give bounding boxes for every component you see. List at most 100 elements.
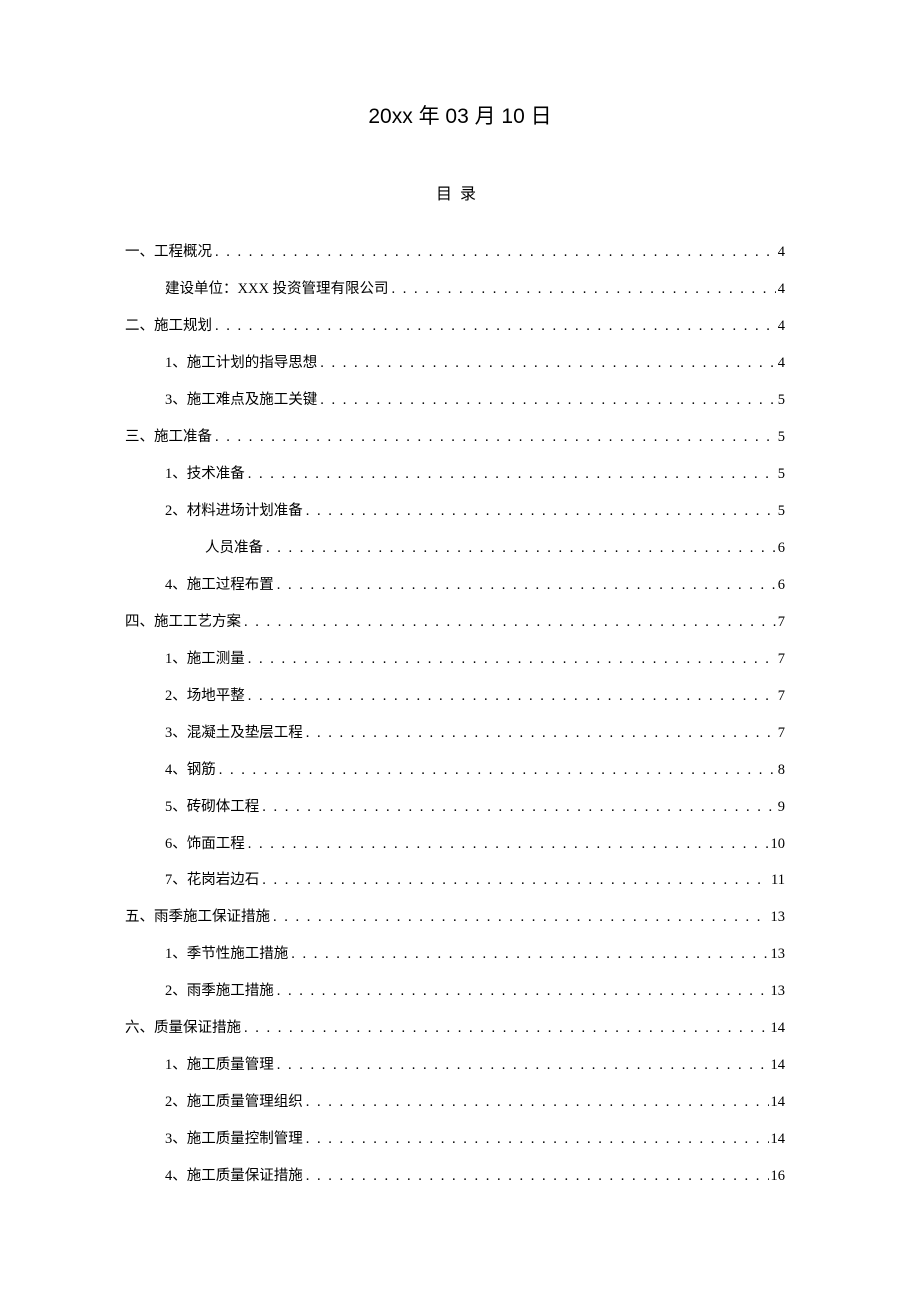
toc-entry: 建设单位：XXX 投资管理有限公司4 xyxy=(125,271,785,308)
toc-entry-label: 3、施工难点及施工关键 xyxy=(165,382,317,419)
toc-title: 目录 xyxy=(0,180,920,234)
toc-entry-page: 14 xyxy=(769,1010,786,1047)
toc-dots xyxy=(274,567,776,604)
toc-dots xyxy=(303,1121,769,1158)
toc-dots xyxy=(303,1084,769,1121)
toc-entry-page: 6 xyxy=(776,530,785,567)
toc-dots xyxy=(241,1010,769,1047)
toc-entry: 5、砖砌体工程 9 xyxy=(125,789,785,826)
toc-entry-page: 4 xyxy=(776,234,785,271)
toc-entry-label: 2、材料进场计划准备 xyxy=(165,493,303,530)
toc-entry-page: 9 xyxy=(776,789,785,826)
toc-entry-page: 14 xyxy=(769,1047,786,1084)
toc-entry-label: 4、施工质量保证措施 xyxy=(165,1158,303,1195)
toc-entry: 1、施工质量管理 14 xyxy=(125,1047,785,1084)
toc-entry-page: 5 xyxy=(776,456,785,493)
toc-entry-page: 7 xyxy=(776,604,785,641)
toc-dots xyxy=(245,826,769,863)
toc-dots xyxy=(245,641,776,678)
toc-entry-page: 11 xyxy=(769,862,785,899)
toc-entry-label: 7、花岗岩边石 xyxy=(165,862,259,899)
toc-entry-page: 14 xyxy=(769,1084,786,1121)
toc-entry-page: 10 xyxy=(769,826,786,863)
toc-entry: 6、饰面工程 10 xyxy=(125,826,785,863)
toc-entry-page: 5 xyxy=(776,419,785,456)
toc-entry-page: 14 xyxy=(769,1121,786,1158)
toc-entry: 2、场地平整 7 xyxy=(125,678,785,715)
toc-entry: 1、季节性施工措施 13 xyxy=(125,936,785,973)
toc-entry: 1、施工计划的指导思想 4 xyxy=(125,345,785,382)
toc-entry-page: 7 xyxy=(776,678,785,715)
toc-entry-page: 4 xyxy=(776,345,785,382)
toc-entry-page: 4 xyxy=(776,308,785,345)
toc-entry: 2、施工质量管理组织 14 xyxy=(125,1084,785,1121)
toc-entry: 1、施工测量 7 xyxy=(125,641,785,678)
toc-dots xyxy=(288,936,768,973)
toc-entry-page: 13 xyxy=(769,936,786,973)
toc-entry: 3、施工难点及施工关键 5 xyxy=(125,382,785,419)
toc-dots xyxy=(259,862,769,899)
toc-entry-label: 5、砖砌体工程 xyxy=(165,789,259,826)
toc-dots xyxy=(274,1047,769,1084)
toc-dots xyxy=(274,973,769,1010)
toc-dots xyxy=(303,493,776,530)
toc-entry-label: 1、季节性施工措施 xyxy=(165,936,288,973)
toc-dots xyxy=(317,382,776,419)
toc-entry: 4、施工质量保证措施 16 xyxy=(125,1158,785,1195)
toc-dots xyxy=(212,234,776,271)
toc-entry-label: 五、雨季施工保证措施 xyxy=(125,899,270,936)
toc-entry: 人员准备 6 xyxy=(125,530,785,567)
toc-entry-label: 1、施工质量管理 xyxy=(165,1047,274,1084)
toc-entry: 六、质量保证措施14 xyxy=(125,1010,785,1047)
toc-entry-page: 6 xyxy=(776,567,785,604)
toc-entry-label: 1、技术准备 xyxy=(165,456,245,493)
toc-dots xyxy=(241,604,776,641)
toc-dots xyxy=(245,678,776,715)
toc-dots xyxy=(212,308,776,345)
toc-entry: 4、施工过程布置6 xyxy=(125,567,785,604)
toc-entry-label: 2、雨季施工措施 xyxy=(165,973,274,1010)
toc-entry: 4、钢筋 8 xyxy=(125,752,785,789)
toc-entry-label: 一、工程概况 xyxy=(125,234,212,271)
toc-entry-page: 16 xyxy=(769,1158,786,1195)
toc-entry: 3、混凝土及垫层工程7 xyxy=(125,715,785,752)
toc-dots xyxy=(212,419,776,456)
toc-entry-label: 1、施工计划的指导思想 xyxy=(165,345,317,382)
toc-dots xyxy=(303,715,776,752)
toc-entry-label: 2、施工质量管理组织 xyxy=(165,1084,303,1121)
toc-entry-label: 3、混凝土及垫层工程 xyxy=(165,715,303,752)
toc-entry-page: 5 xyxy=(776,493,785,530)
toc-entry: 2、雨季施工措施 13 xyxy=(125,973,785,1010)
toc-entry: 二、施工规划 4 xyxy=(125,308,785,345)
toc-entry: 三、施工准备 5 xyxy=(125,419,785,456)
toc-dots xyxy=(317,345,776,382)
toc-entry-label: 1、施工测量 xyxy=(165,641,245,678)
toc-container: 一、工程概况4建设单位：XXX 投资管理有限公司4二、施工规划41、施工计划的指… xyxy=(0,234,920,1195)
toc-dots xyxy=(270,899,769,936)
toc-entry-label: 二、施工规划 xyxy=(125,308,212,345)
toc-entry-label: 三、施工准备 xyxy=(125,419,212,456)
toc-dots xyxy=(263,530,776,567)
toc-entry: 2、材料进场计划准备 5 xyxy=(125,493,785,530)
page-date: 20xx 年 03 月 10 日 xyxy=(0,0,920,180)
toc-dots xyxy=(303,1158,769,1195)
toc-entry-label: 建设单位：XXX 投资管理有限公司 xyxy=(165,271,389,308)
toc-entry: 四、施工工艺方案7 xyxy=(125,604,785,641)
toc-entry-label: 6、饰面工程 xyxy=(165,826,245,863)
toc-dots xyxy=(245,456,776,493)
toc-entry: 7、花岗岩边石 11 xyxy=(125,862,785,899)
toc-entry: 1、技术准备 5 xyxy=(125,456,785,493)
toc-dots xyxy=(389,271,776,308)
toc-entry-label: 2、场地平整 xyxy=(165,678,245,715)
toc-entry-label: 4、钢筋 xyxy=(165,752,216,789)
toc-entry-page: 13 xyxy=(769,899,786,936)
toc-entry-page: 5 xyxy=(776,382,785,419)
toc-dots xyxy=(216,752,776,789)
toc-entry-page: 7 xyxy=(776,641,785,678)
toc-entry-label: 3、施工质量控制管理 xyxy=(165,1121,303,1158)
toc-entry-page: 13 xyxy=(769,973,786,1010)
toc-entry-page: 8 xyxy=(776,752,785,789)
toc-dots xyxy=(259,789,776,826)
toc-entry-label: 人员准备 xyxy=(205,530,263,567)
toc-entry: 3、施工质量控制管理 14 xyxy=(125,1121,785,1158)
